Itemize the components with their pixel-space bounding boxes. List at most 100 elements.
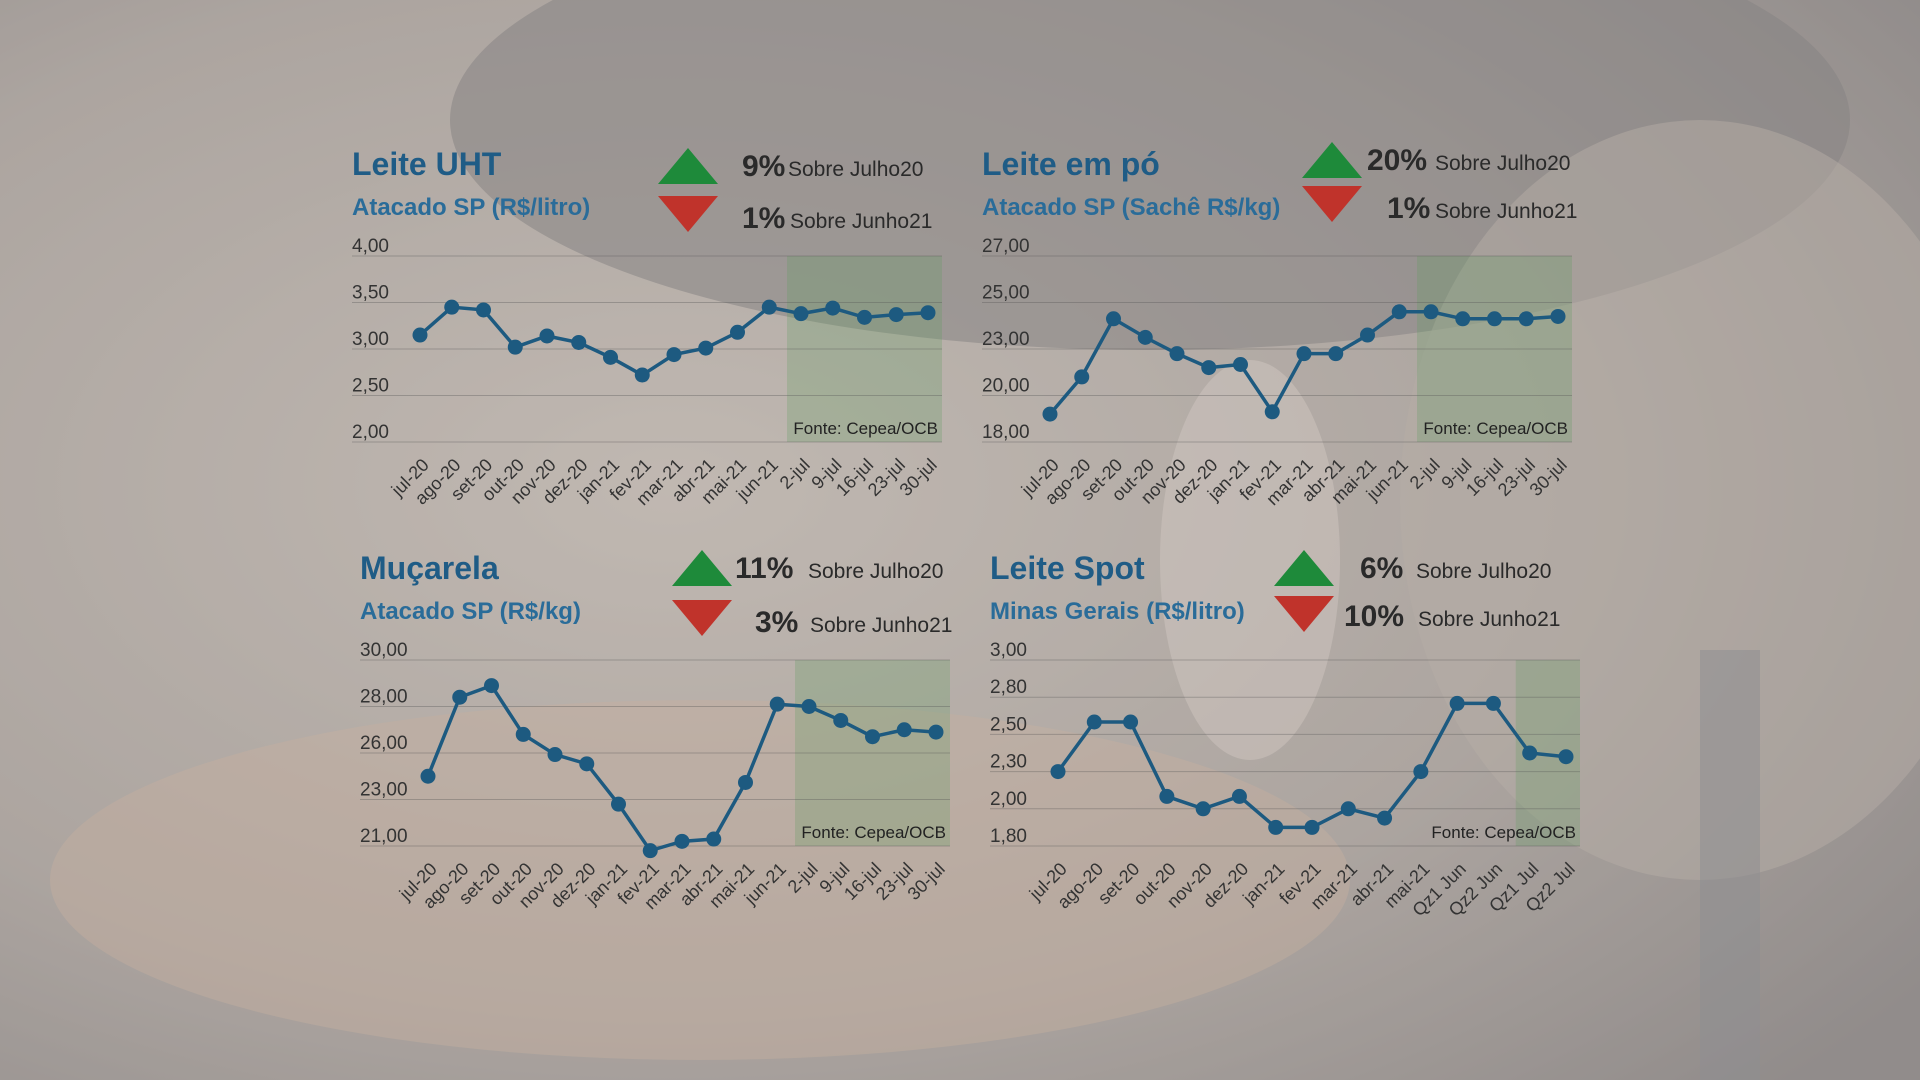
y-tick-label: 2,00 bbox=[990, 789, 1027, 810]
y-tick-label: 25,00 bbox=[982, 283, 1030, 304]
down-percentage: 3% bbox=[755, 606, 799, 639]
data-point bbox=[1296, 346, 1312, 362]
source-note: Fonte: Cepea/OCB bbox=[801, 823, 946, 842]
chart-title: Muçarela bbox=[360, 550, 499, 586]
data-point bbox=[1159, 788, 1175, 804]
data-point bbox=[1377, 810, 1393, 826]
down-percentage: 1% bbox=[742, 202, 786, 235]
data-point bbox=[603, 349, 618, 365]
up-reference: Sobre Julho20 bbox=[808, 560, 944, 583]
data-point bbox=[1391, 304, 1407, 320]
line-chart: 30,0028,0026,0023,0021,00jul-20ago-20set… bbox=[360, 640, 950, 913]
up-percentage: 6% bbox=[1360, 552, 1404, 585]
data-point bbox=[484, 678, 499, 694]
data-point bbox=[674, 833, 690, 849]
data-point bbox=[571, 334, 587, 350]
y-tick-label: 2,30 bbox=[990, 752, 1027, 773]
down-reference: Sobre Junho21 bbox=[1435, 200, 1578, 223]
chart-subtitle: Atacado SP (R$/litro) bbox=[352, 194, 591, 221]
source-note: Fonte: Cepea/OCB bbox=[1423, 419, 1568, 438]
data-point bbox=[857, 309, 872, 325]
data-point bbox=[1264, 404, 1280, 420]
data-point bbox=[825, 300, 841, 316]
y-tick-label: 28,00 bbox=[360, 687, 408, 708]
y-tick-label: 30,00 bbox=[360, 640, 408, 661]
data-point bbox=[579, 756, 595, 772]
data-point bbox=[706, 831, 722, 847]
down-percentage: 10% bbox=[1344, 600, 1405, 633]
data-point bbox=[1558, 749, 1574, 765]
data-point bbox=[730, 324, 745, 340]
chart-title: Leite Spot bbox=[990, 550, 1145, 586]
up-arrow-icon bbox=[658, 148, 718, 184]
y-tick-label: 1,80 bbox=[990, 826, 1027, 847]
source-note: Fonte: Cepea/OCB bbox=[1431, 823, 1576, 842]
data-point bbox=[1106, 311, 1121, 327]
y-tick-label: 21,00 bbox=[360, 826, 408, 847]
data-point bbox=[1123, 714, 1139, 730]
data-point bbox=[412, 327, 428, 343]
data-point bbox=[611, 796, 626, 812]
x-tick-label: 30-jul bbox=[896, 455, 941, 500]
recent-period-band bbox=[795, 660, 950, 846]
down-arrow-icon bbox=[672, 600, 732, 636]
x-tick-label: 2-jul bbox=[776, 455, 814, 493]
y-tick-label: 23,00 bbox=[360, 780, 408, 801]
y-tick-label: 23,00 bbox=[982, 329, 1030, 350]
data-point bbox=[1360, 327, 1375, 343]
data-point bbox=[1233, 357, 1248, 372]
x-tick-label: 2-jul bbox=[1406, 455, 1444, 493]
data-point bbox=[1050, 764, 1066, 780]
x-tick-label: 30-jul bbox=[904, 859, 949, 904]
chart-subtitle: Atacado SP (R$/kg) bbox=[360, 598, 581, 625]
up-arrow-icon bbox=[1302, 142, 1362, 178]
down-reference: Sobre Junho21 bbox=[790, 210, 933, 233]
data-point bbox=[1340, 801, 1356, 817]
data-point bbox=[1268, 819, 1284, 835]
y-tick-label: 2,80 bbox=[990, 677, 1027, 698]
data-point bbox=[920, 305, 936, 321]
data-point bbox=[833, 712, 849, 728]
y-tick-label: 20,00 bbox=[982, 376, 1030, 397]
chart-panel-leite-uht: Leite UHT Atacado SP (R$/litro) 9% Sobre… bbox=[352, 146, 992, 566]
y-tick-label: 26,00 bbox=[360, 733, 408, 754]
data-point bbox=[1522, 745, 1538, 761]
data-point bbox=[1137, 329, 1153, 345]
data-point bbox=[476, 302, 491, 318]
up-percentage: 11% bbox=[735, 552, 794, 585]
data-point bbox=[1328, 346, 1344, 362]
up-reference: Sobre Julho20 bbox=[1435, 152, 1571, 175]
data-point bbox=[888, 307, 904, 323]
data-point bbox=[928, 724, 944, 740]
chart-subtitle: Minas Gerais (R$/litro) bbox=[990, 598, 1245, 625]
source-note: Fonte: Cepea/OCB bbox=[793, 419, 938, 438]
data-point bbox=[1169, 346, 1185, 362]
y-tick-label: 2,00 bbox=[352, 422, 389, 443]
y-tick-label: 18,00 bbox=[982, 422, 1030, 443]
data-point bbox=[1487, 311, 1502, 327]
up-percentage: 9% bbox=[742, 150, 786, 183]
data-point bbox=[452, 689, 468, 705]
data-point bbox=[666, 347, 682, 363]
chart-title: Leite em pó bbox=[982, 146, 1160, 182]
y-tick-label: 2,50 bbox=[352, 376, 389, 397]
data-point bbox=[793, 306, 809, 322]
data-point bbox=[634, 367, 650, 383]
data-point bbox=[769, 696, 785, 712]
data-point bbox=[1201, 360, 1217, 376]
data-point bbox=[1423, 304, 1439, 320]
y-tick-label: 27,00 bbox=[982, 236, 1030, 257]
line-chart: 4,003,503,002,502,00jul-20ago-20set-20ou… bbox=[352, 236, 942, 509]
data-point bbox=[1086, 714, 1102, 730]
recent-period-band bbox=[1417, 256, 1572, 442]
x-tick-label: 30-jul bbox=[1526, 455, 1571, 500]
up-arrow-icon bbox=[672, 550, 732, 586]
y-tick-label: 2,50 bbox=[990, 714, 1027, 735]
data-point bbox=[801, 699, 817, 714]
data-point bbox=[1074, 369, 1090, 385]
x-tick-label: jan-21 bbox=[1238, 859, 1288, 909]
y-tick-label: 3,00 bbox=[352, 329, 389, 350]
data-point bbox=[539, 328, 555, 344]
data-point bbox=[1449, 695, 1465, 711]
